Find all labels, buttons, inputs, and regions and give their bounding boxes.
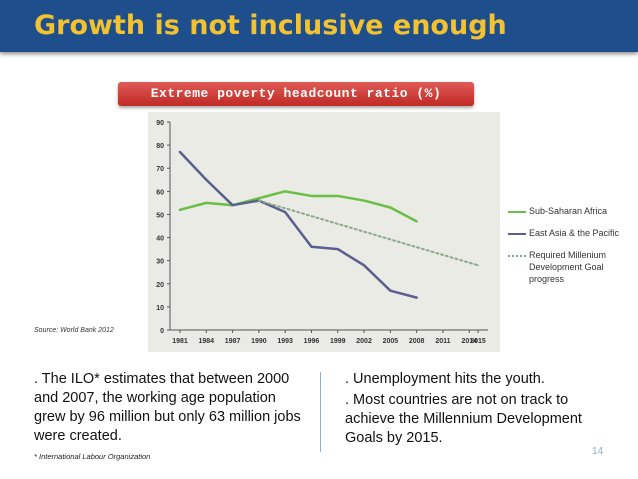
bullet-mdg: . Most countries are not on track to ach… (345, 392, 582, 446)
poverty-line-chart: 0 10 20 30 40 50 60 70 80 90 1981 1984 1987 1990 1993 1… (156, 120, 488, 345)
y-tick-label: 20 (156, 282, 164, 289)
y-tick-label: 40 (156, 236, 164, 243)
legend-item-sub-saharan-africa: Sub-Saharan Africa (508, 205, 633, 225)
data-point (477, 264, 479, 267)
x-tick-label: 1990 (251, 338, 267, 345)
chart-title-banner: Extreme poverty headcount ratio (%) (118, 82, 474, 106)
footnote: * International Labour Organization (34, 452, 151, 461)
y-tick-label: 50 (156, 212, 164, 219)
right-bullets: . Unemployment hits the youth. . Most co… (345, 370, 615, 448)
x-tick-label: 2015 (470, 338, 486, 345)
slide-title: Growth is not inclusive enough (34, 10, 507, 41)
legend-label: Sub-Saharan Africa (529, 206, 608, 216)
data-point (363, 199, 365, 202)
data-point (310, 195, 313, 197)
chart-legend: Sub-Saharan Africa East Asia & the Pacif… (508, 205, 633, 291)
data-point (231, 204, 234, 206)
x-tick-label: 1999 (330, 338, 346, 345)
data-point (179, 151, 181, 153)
x-tick-label: 2014 (461, 338, 477, 345)
legend-swatch-sub-saharan-africa (508, 211, 526, 213)
data-point (205, 178, 208, 181)
series-line-1 (178, 150, 418, 299)
data-point (415, 220, 418, 223)
series-line-0 (178, 190, 418, 223)
data-point (205, 202, 208, 204)
y-tick-label: 90 (156, 120, 164, 127)
y-tick-label: 80 (156, 143, 164, 150)
x-tick-label: 2002 (356, 338, 372, 345)
y-tick-label: 60 (156, 189, 164, 196)
data-point (258, 199, 260, 202)
y-tick-label: 30 (156, 259, 164, 266)
x-tick-label: 2005 (383, 338, 399, 345)
x-tick-label: 1996 (304, 338, 320, 345)
x-tick-label: 1981 (172, 338, 188, 345)
legend-item-east-asia: East Asia & the Pacific (508, 227, 633, 247)
x-tick-label: 1987 (225, 338, 241, 345)
legend-swatch-mdg-progress (508, 255, 526, 257)
data-point (179, 209, 181, 211)
title-bar: Growth is not inclusive enough (0, 0, 638, 52)
data-point (363, 264, 365, 267)
data-point (284, 190, 286, 193)
data-point (310, 246, 313, 248)
x-tick-label: 1984 (199, 338, 215, 345)
chart-background (148, 112, 500, 352)
data-point (389, 206, 392, 209)
source-note: Source: World Bank 2012 (34, 327, 114, 334)
ilo-paragraph: . The ILO* estimates that between 2000 a… (34, 370, 304, 446)
legend-swatch-east-asia (508, 233, 526, 235)
ilo-text: . The ILO* estimates that between 2000 a… (34, 371, 301, 444)
data-point (389, 289, 392, 292)
legend-label: Required Millenium Development Goal prog… (529, 250, 607, 284)
y-tick-label: 10 (156, 305, 164, 312)
data-point (284, 211, 286, 213)
legend-item-mdg-progress: Required Millenium Development Goal prog… (508, 249, 633, 289)
data-point (336, 248, 339, 250)
x-tick-label: 2011 (435, 338, 450, 345)
legend-label: East Asia & the Pacific (529, 228, 620, 238)
series-line-2 (257, 199, 479, 267)
chart-title: Extreme poverty headcount ratio (%) (150, 86, 442, 101)
y-tick-label: 70 (156, 166, 164, 173)
x-tick-label: 1993 (277, 338, 293, 345)
data-point (258, 197, 260, 200)
x-tick-label: 2008 (409, 338, 425, 345)
column-divider (320, 372, 321, 452)
bullet-unemployment: . Unemployment hits the youth. (345, 371, 545, 387)
page-number: 14 (592, 446, 604, 457)
data-point (336, 195, 339, 197)
y-tick-label: 0 (160, 328, 164, 335)
data-point (415, 296, 418, 299)
